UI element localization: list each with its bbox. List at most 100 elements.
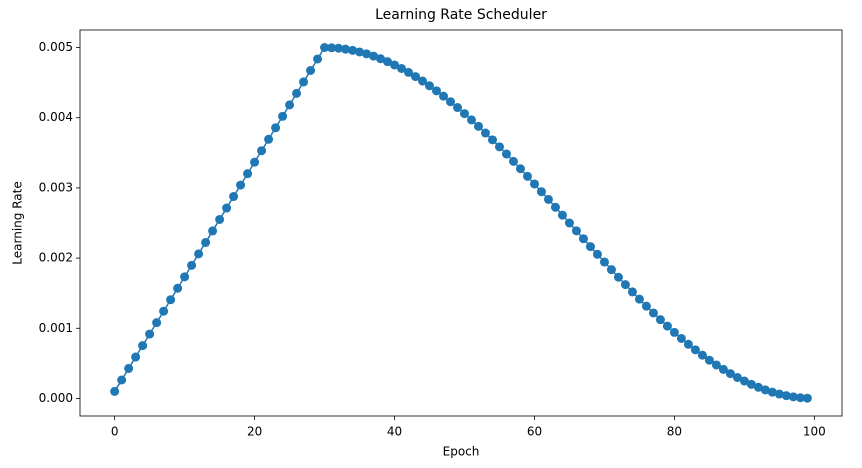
marker [390,60,400,70]
marker [676,333,686,343]
marker [466,115,476,125]
y-tick-label: 0.000 [39,391,73,405]
marker [208,226,218,236]
y-tick-label: 0.002 [39,251,73,265]
x-axis-label: Epoch [443,445,480,459]
marker [606,265,616,275]
marker [397,63,407,73]
y-axis-label: Learning Rate [11,181,25,264]
marker [557,210,567,220]
x-tick-label: 100 [803,425,826,439]
marker [592,249,602,259]
y-tick-label: 0.005 [39,40,73,54]
marker [194,249,204,259]
marker [110,386,120,396]
marker [725,369,735,379]
marker [480,128,490,138]
marker [306,65,316,75]
marker [166,295,176,305]
marker [285,100,295,110]
marker [459,109,469,119]
marker [215,214,225,224]
marker [732,372,742,382]
marker [124,363,134,373]
marker [313,54,323,64]
marker [627,287,637,297]
marker [404,67,414,77]
marker [334,43,344,53]
marker [159,306,169,316]
marker [152,318,162,328]
marker [257,146,267,156]
marker [376,54,386,64]
y-tick-label: 0.003 [39,180,73,194]
marker [795,393,805,403]
marker [250,157,260,167]
marker [320,43,330,53]
marker [117,375,127,385]
marker [369,51,379,61]
marker [439,91,449,101]
plot-frame [79,29,843,417]
marker [585,242,595,252]
x-tick-label: 80 [667,425,682,439]
marker [634,294,644,304]
marker [411,72,421,82]
marker [543,194,553,204]
marker [641,301,651,311]
marker [418,76,428,86]
marker [473,121,483,131]
marker [767,387,777,397]
marker [383,57,393,67]
marker [697,350,707,360]
marker [145,329,155,339]
marker [571,226,581,236]
marker [264,134,274,144]
marker [446,97,456,107]
marker [201,237,211,247]
marker [781,391,791,401]
marker [802,393,812,403]
marker [662,321,672,331]
marker [362,49,372,59]
chart-title: Learning Rate Scheduler [375,7,547,23]
marker [536,187,546,197]
marker [788,392,798,402]
marker [669,327,679,337]
marker [704,355,714,365]
marker [173,283,183,293]
marker [578,234,588,244]
marker [341,44,351,54]
marker [613,272,623,282]
marker [739,376,749,386]
marker [648,308,658,318]
marker [236,180,246,190]
y-tick-label: 0.004 [39,110,73,124]
marker [774,389,784,399]
marker [453,103,463,113]
x-tick-label: 20 [247,425,262,439]
marker [683,339,693,349]
marker [494,142,504,152]
marker [278,111,288,121]
marker [690,345,700,355]
marker [711,360,721,370]
marker [620,280,630,290]
marker [180,272,190,282]
x-tick-label: 40 [387,425,402,439]
marker [564,218,574,228]
marker [131,352,141,362]
marker [501,149,511,159]
marker [655,315,665,325]
marker [299,77,309,87]
marker [222,203,232,213]
marker [187,260,197,270]
y-tick-label: 0.001 [39,321,73,335]
marker [348,45,358,55]
marker [425,81,435,91]
x-tick-label: 60 [527,425,542,439]
marker [522,171,532,181]
marker [753,382,763,392]
x-tick-label: 0 [111,425,119,439]
